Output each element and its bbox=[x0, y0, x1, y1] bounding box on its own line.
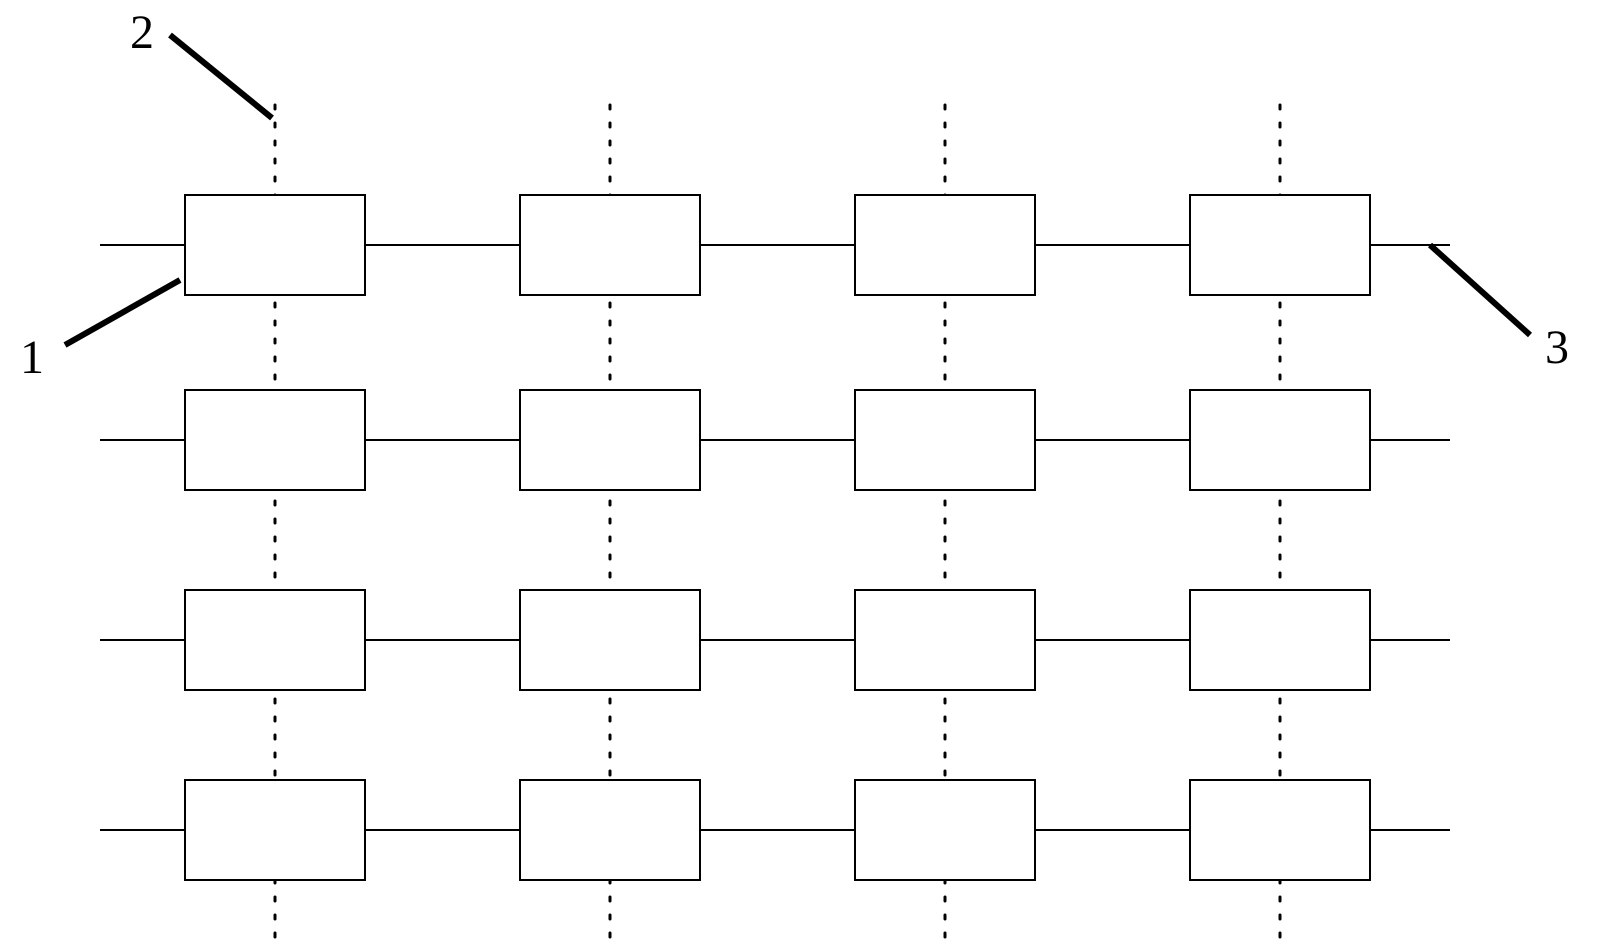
callout-label-1: 1 bbox=[20, 330, 44, 385]
grid-box bbox=[1190, 590, 1370, 690]
grid-box bbox=[185, 590, 365, 690]
grid-box bbox=[520, 195, 700, 295]
grid-box bbox=[520, 390, 700, 490]
leader-line bbox=[65, 280, 180, 345]
grid-box bbox=[855, 195, 1035, 295]
schematic-svg bbox=[0, 0, 1616, 943]
grid-box bbox=[855, 590, 1035, 690]
grid-box bbox=[185, 780, 365, 880]
leader-line bbox=[170, 35, 272, 118]
grid-box bbox=[855, 390, 1035, 490]
grid-box bbox=[855, 780, 1035, 880]
grid-box bbox=[185, 195, 365, 295]
diagram-container bbox=[0, 0, 1616, 943]
grid-box bbox=[1190, 195, 1370, 295]
callout-label-2: 2 bbox=[130, 5, 154, 60]
grid-box bbox=[520, 590, 700, 690]
callout-label-3: 3 bbox=[1545, 320, 1569, 375]
grid-box bbox=[520, 780, 700, 880]
grid-box bbox=[1190, 780, 1370, 880]
grid-box bbox=[185, 390, 365, 490]
leader-line bbox=[1430, 245, 1530, 335]
grid-box bbox=[1190, 390, 1370, 490]
